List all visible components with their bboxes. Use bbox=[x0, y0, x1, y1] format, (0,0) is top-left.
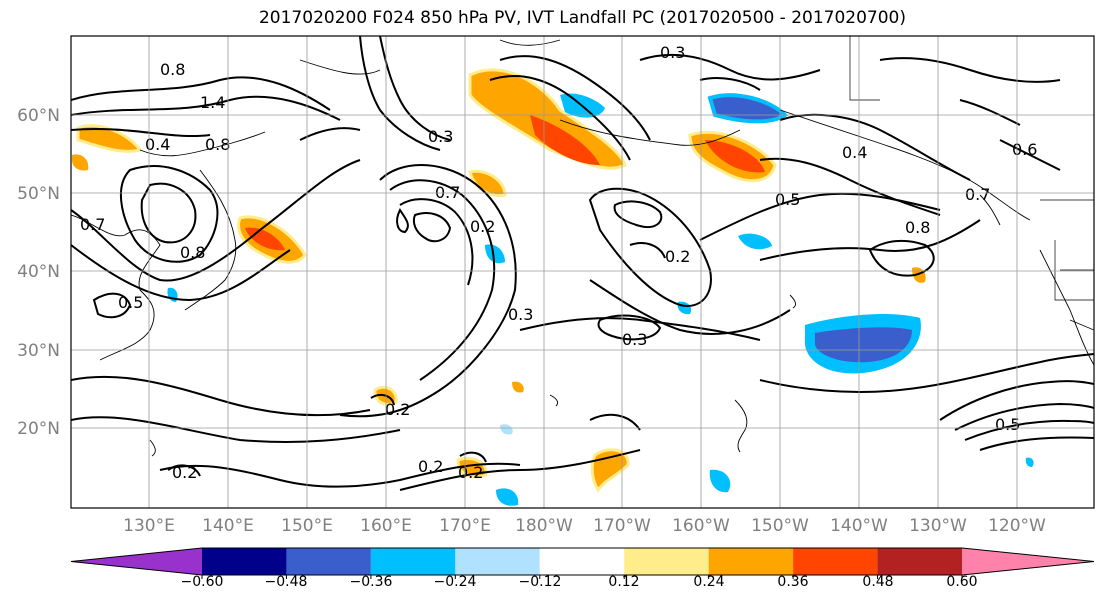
contour-label: 0.2 bbox=[172, 463, 197, 482]
colorbar-tick-label: −0.24 bbox=[434, 574, 477, 590]
colorbar-tick-label: 0.60 bbox=[946, 574, 977, 590]
colorbar-tick-label: −0.60 bbox=[181, 574, 224, 590]
contour-label: 0.6 bbox=[1012, 140, 1037, 159]
contour-label: 0.8 bbox=[905, 218, 930, 237]
lat-label: 40°N bbox=[17, 262, 60, 282]
colorbar-segment bbox=[286, 548, 371, 575]
contour-label: 0.2 bbox=[458, 463, 483, 482]
colorbar-segment bbox=[708, 548, 794, 575]
lon-label: 130°W bbox=[909, 516, 967, 536]
map-plot-area: 0.4 1.4 0.8 0.7 0.8 0.5 0.8 0.7 0.2 0.3 … bbox=[70, 35, 1095, 509]
colorbar-tick-label: 0.24 bbox=[693, 574, 724, 590]
latitude-labels: 60°N 50°N 40°N 30°N 20°N bbox=[17, 106, 60, 439]
lon-label: 170°E bbox=[439, 516, 491, 536]
lat-label: 30°N bbox=[17, 341, 60, 361]
contour-label: 0.7 bbox=[80, 215, 105, 234]
contour-label: 0.4 bbox=[145, 135, 170, 154]
contour-label: 0.8 bbox=[180, 243, 205, 262]
lat-label: 50°N bbox=[17, 184, 60, 204]
contour-label: 0.7 bbox=[435, 183, 460, 202]
lon-label: 150°E bbox=[281, 516, 333, 536]
contour-label: 0.4 bbox=[842, 143, 867, 162]
colorbar-tick-label: 0.12 bbox=[608, 574, 639, 590]
colorbar-tick-label: −0.36 bbox=[350, 574, 393, 590]
colorbar bbox=[70, 547, 1095, 579]
lon-label: 160°W bbox=[672, 516, 730, 536]
lon-label: 150°W bbox=[751, 516, 809, 536]
longitude-labels: 130°E 140°E 150°E 160°E 170°E 180°W 170°… bbox=[123, 516, 1046, 536]
colorbar-tick-label: 0.36 bbox=[777, 574, 808, 590]
coastlines bbox=[71, 39, 1094, 457]
contour-label: 0.8 bbox=[160, 60, 185, 79]
contour-label: 0.3 bbox=[622, 330, 647, 349]
colorbar-extend-min bbox=[71, 548, 202, 575]
colorbar-segment bbox=[455, 548, 540, 575]
contour-label: 0.5 bbox=[118, 293, 143, 312]
contour-label: 0.3 bbox=[660, 43, 685, 62]
lon-label: 140°E bbox=[202, 516, 254, 536]
colorbar-tick-label: −0.48 bbox=[265, 574, 308, 590]
political-borders bbox=[849, 36, 1094, 331]
contour-labels: 0.4 1.4 0.8 0.7 0.8 0.5 0.8 0.7 0.2 0.3 … bbox=[80, 43, 1037, 482]
contour-label: 0.3 bbox=[508, 305, 533, 324]
colorbar-extend-max bbox=[962, 548, 1094, 575]
colorbar-segment bbox=[877, 548, 962, 575]
lon-label: 120°W bbox=[988, 516, 1046, 536]
contour-label: 0.2 bbox=[385, 400, 410, 419]
map-title: 2017020200 F024 850 hPa PV, IVT Landfall… bbox=[258, 8, 906, 28]
contour-label: 0.2 bbox=[470, 217, 495, 236]
contour-label: 1.4 bbox=[200, 93, 225, 112]
contour-label: 0.2 bbox=[665, 247, 690, 266]
lon-label: 160°E bbox=[360, 516, 412, 536]
colorbar-tick-label: 0.48 bbox=[862, 574, 893, 590]
contour-label: 0.8 bbox=[205, 135, 230, 154]
contour-label: 0.5 bbox=[995, 415, 1020, 434]
contour-label: 0.7 bbox=[965, 185, 990, 204]
map-frame bbox=[70, 35, 1095, 509]
colorbar-segment bbox=[624, 548, 709, 575]
contour-label: 0.3 bbox=[428, 127, 453, 146]
contour-label: 0.2 bbox=[418, 457, 443, 476]
contour-label: 0.5 bbox=[775, 190, 800, 209]
colorbar-tick-label: −0.12 bbox=[519, 574, 562, 590]
lon-label: 130°E bbox=[123, 516, 175, 536]
colorbar-segment bbox=[202, 548, 287, 575]
colorbar-segment bbox=[539, 548, 625, 575]
colorbar-segment bbox=[370, 548, 456, 575]
lon-label: 140°W bbox=[830, 516, 888, 536]
lon-label: 180°W bbox=[515, 516, 573, 536]
colorbar-segment bbox=[793, 548, 878, 575]
lon-label: 170°W bbox=[593, 516, 651, 536]
lat-label: 60°N bbox=[17, 106, 60, 126]
lat-label: 20°N bbox=[17, 419, 60, 439]
pc-shading bbox=[72, 68, 1034, 506]
colorbar-tick-labels: −0.60 −0.48 −0.36 −0.24 −0.12 0.12 0.24 … bbox=[181, 574, 978, 590]
pv-contours bbox=[71, 36, 1094, 491]
gridlines bbox=[71, 36, 1094, 508]
